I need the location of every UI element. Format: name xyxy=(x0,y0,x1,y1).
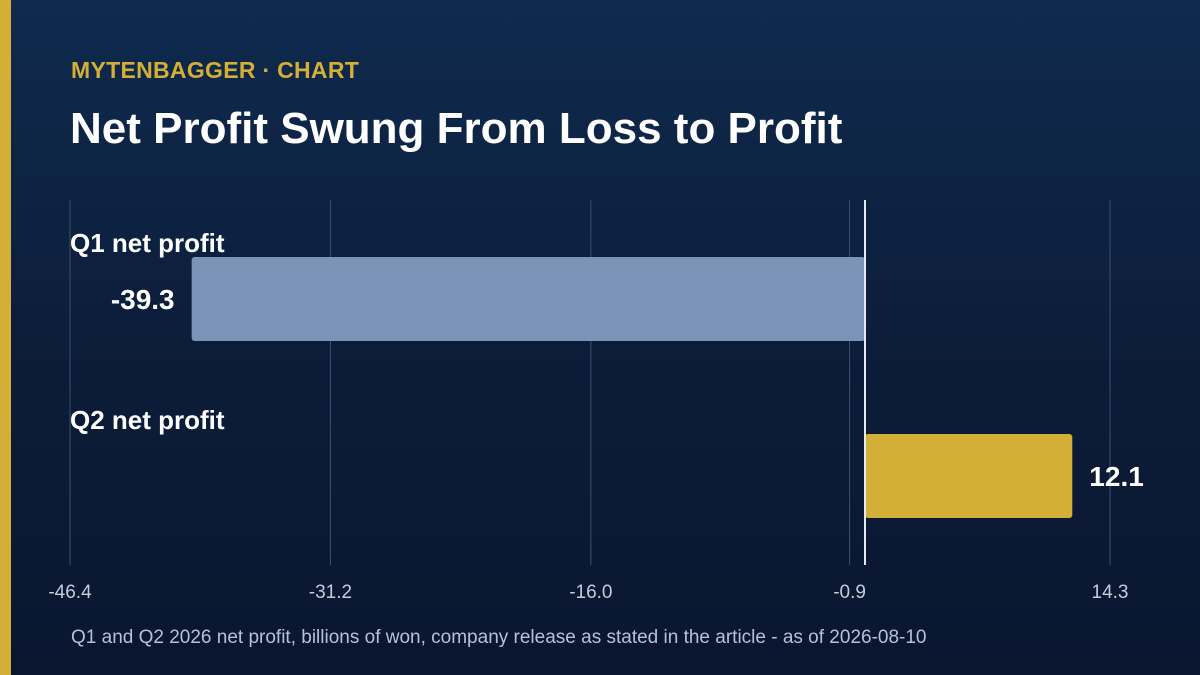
value-label: 12.1 xyxy=(1089,461,1144,492)
x-tick-label: 14.3 xyxy=(1092,582,1129,603)
value-label: -39.3 xyxy=(111,284,175,315)
labels: Q1 net profit -39.3 Q2 net profit 12.1 xyxy=(70,228,1144,492)
accent-bar xyxy=(0,0,11,675)
category-label: Q1 net profit xyxy=(70,228,225,258)
x-axis-ticks: -46.4 -31.2 -16.0 -0.9 14.3 xyxy=(48,582,1128,603)
bars xyxy=(191,200,1073,565)
bar xyxy=(191,257,865,341)
category-label: Q2 net profit xyxy=(70,405,225,435)
chart-kicker: MYTENBAGGER · CHART xyxy=(71,57,360,83)
x-tick-label: -31.2 xyxy=(309,582,352,603)
x-tick-label: -0.9 xyxy=(833,582,866,603)
bar xyxy=(864,434,1073,518)
chart-title: Net Profit Swung From Loss to Profit xyxy=(70,104,843,153)
x-tick-label: -16.0 xyxy=(569,582,612,603)
x-tick-label: -46.4 xyxy=(48,582,92,603)
chart-footnote: Q1 and Q2 2026 net profit, billions of w… xyxy=(71,627,927,648)
